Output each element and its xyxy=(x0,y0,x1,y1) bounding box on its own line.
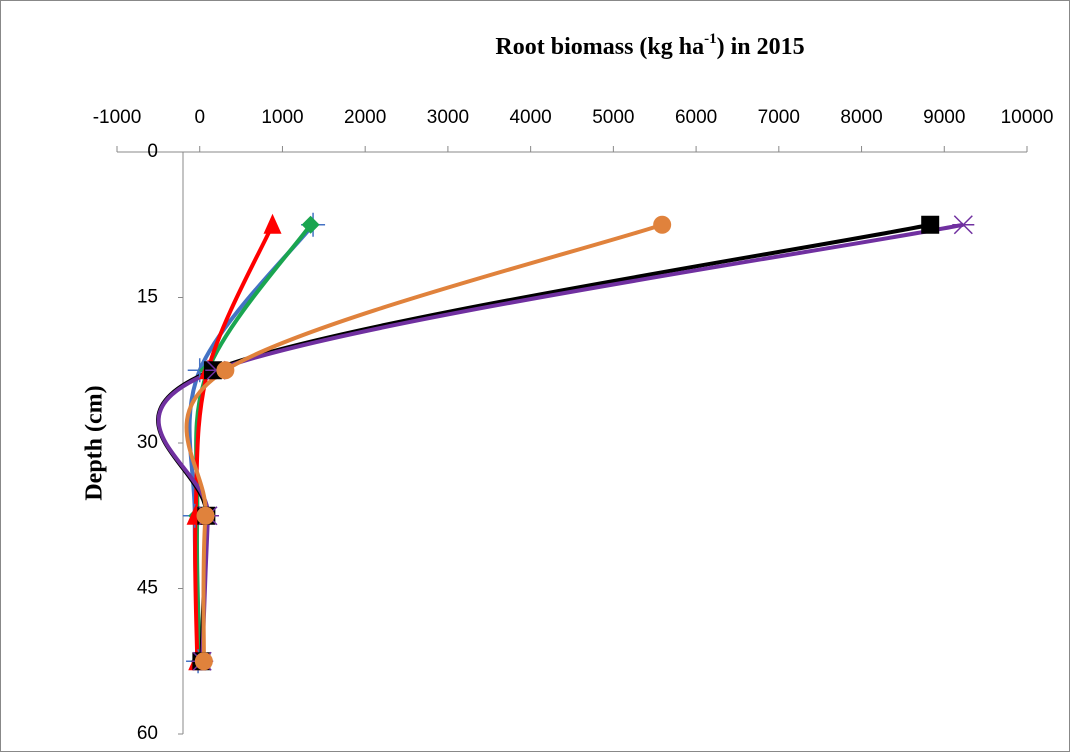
marker xyxy=(952,215,975,235)
series-line xyxy=(156,222,931,662)
chart-title: Root biomass (kg ha-1) in 2015 xyxy=(495,31,804,59)
x-tick-label: 10000 xyxy=(1001,107,1054,128)
y-tick-label: 15 xyxy=(137,287,158,308)
x-tick-label: 5000 xyxy=(592,107,634,128)
x-tick-label: -1000 xyxy=(93,107,142,128)
y-tick-label: 30 xyxy=(137,432,158,453)
marker xyxy=(301,215,320,234)
series-line xyxy=(193,223,275,662)
marker xyxy=(196,506,215,525)
x-tick-label: 8000 xyxy=(840,107,882,128)
y-axis-label: Depth (cm) xyxy=(82,385,108,500)
title-part: -1 xyxy=(704,31,717,47)
title-part: Root biomass (kg ha xyxy=(495,34,704,60)
x-tick-label: 7000 xyxy=(758,107,800,128)
x-tick-label: 1000 xyxy=(261,107,303,128)
series-line xyxy=(156,222,964,662)
x-tick-label: 3000 xyxy=(427,107,469,128)
series-line xyxy=(187,223,315,662)
marker xyxy=(921,215,940,234)
marker xyxy=(194,652,213,671)
series-line xyxy=(184,222,663,662)
marker xyxy=(216,361,235,380)
y-tick-label: 0 xyxy=(147,141,158,162)
y-tick-label: 60 xyxy=(137,723,158,744)
marker xyxy=(263,213,282,234)
x-tick-label: 0 xyxy=(194,107,205,128)
x-tick-label: 9000 xyxy=(923,107,965,128)
marker xyxy=(653,215,672,234)
x-tick-label: 6000 xyxy=(675,107,717,128)
x-tick-label: 2000 xyxy=(344,107,386,128)
title-part: ) in 2015 xyxy=(717,34,805,60)
x-tick-label: 4000 xyxy=(509,107,551,128)
y-tick-label: 45 xyxy=(137,578,158,599)
